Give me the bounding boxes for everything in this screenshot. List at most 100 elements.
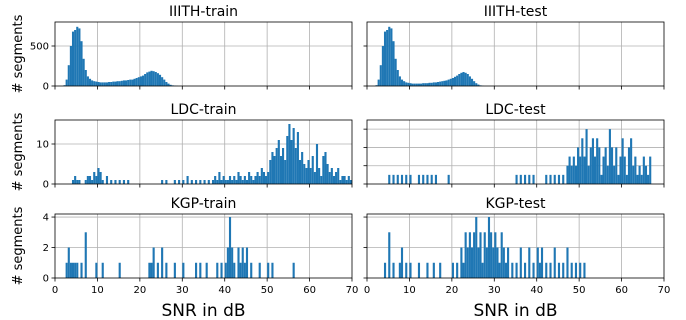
histogram-bar: [562, 262, 565, 278]
histogram-bar: [239, 176, 242, 184]
histogram-bar: [424, 83, 427, 86]
histogram-bar: [93, 81, 96, 86]
histogram-bar: [69, 262, 72, 278]
histogram-bar: [127, 180, 130, 184]
y-tick-label: 2: [43, 243, 49, 254]
histogram-bar: [161, 77, 164, 86]
histogram-bar: [545, 174, 548, 184]
histogram-bar: [496, 247, 499, 278]
histogram-bar: [88, 78, 92, 86]
histogram-bar: [292, 128, 295, 184]
histogram-bar: [214, 176, 217, 184]
histogram-bar: [139, 76, 142, 86]
panel-frame: [54, 213, 353, 279]
histogram-bar: [97, 168, 100, 184]
histogram-bar: [341, 176, 344, 184]
histogram-bar: [154, 72, 157, 86]
histogram-bar: [320, 176, 323, 184]
x-tick-label: 70: [346, 285, 359, 296]
histogram-bar: [152, 247, 155, 278]
histogram-bar: [273, 156, 276, 184]
histogram-bar: [144, 74, 147, 86]
histogram-bar: [615, 147, 618, 184]
histogram-bar: [647, 174, 650, 184]
histogram-bar: [392, 174, 395, 184]
histogram-bar: [135, 78, 138, 86]
histogram-bar: [428, 82, 431, 86]
histogram-bar: [477, 84, 480, 86]
histogram-bar: [490, 232, 493, 278]
histogram-bar: [243, 262, 246, 278]
histogram-bar: [222, 176, 225, 184]
histogram-bar: [76, 180, 79, 184]
panel-frame: [54, 21, 353, 87]
histogram-bar: [165, 82, 168, 86]
histogram-bar: [400, 247, 404, 278]
histogram-bar: [296, 132, 299, 184]
histogram-bar: [74, 30, 77, 86]
histogram-bar: [271, 152, 274, 184]
histogram-bar: [515, 262, 518, 278]
histogram-bar: [477, 247, 480, 278]
histogram-bar: [405, 82, 408, 86]
histogram-bar: [224, 262, 227, 278]
histogram-bar: [156, 73, 159, 86]
histogram-bar: [460, 72, 463, 86]
histogram-bar: [167, 83, 170, 86]
panel-kgp-test: KGP-test 0 10 20 30 40 50 60 70 SNR in dB: [363, 196, 670, 320]
histogram-bar: [390, 28, 393, 86]
histogram-bar: [439, 81, 442, 86]
histogram-bar: [591, 138, 594, 184]
histogram-bar: [604, 147, 607, 184]
histogram-bar: [579, 262, 582, 278]
histogram-bar: [475, 217, 478, 278]
histogram-bar: [519, 247, 522, 278]
histogram-bar: [137, 77, 140, 86]
histogram-bar: [286, 136, 289, 184]
histogram-bar: [294, 148, 297, 184]
panel-title: LDC-test: [485, 102, 546, 118]
histogram-bar: [464, 232, 467, 278]
histogram-bar: [67, 65, 70, 86]
histogram-bar: [74, 262, 77, 278]
histogram-bar: [326, 164, 329, 184]
histogram-bar: [485, 247, 488, 278]
x-tick-label: 0: [364, 285, 370, 296]
histogram-bar: [318, 168, 321, 184]
histogram-bar: [445, 80, 448, 86]
histogram-bar: [78, 180, 81, 184]
histogram-bar: [281, 148, 285, 184]
histogram-bar: [566, 247, 569, 278]
histogram-bar: [403, 81, 406, 86]
y-tick-label: 10: [36, 140, 49, 151]
histogram-bar: [572, 156, 575, 184]
histogram-bar: [475, 83, 478, 86]
histogram-bar: [411, 83, 414, 86]
histogram-bar: [417, 83, 421, 86]
panel-frame: [366, 213, 665, 279]
histogram-bar: [148, 71, 151, 86]
histogram-bar: [330, 168, 333, 184]
histogram-bar: [186, 176, 189, 184]
histogram-bar: [95, 176, 98, 184]
histogram-bar: [473, 232, 476, 278]
histogram-bar: [235, 180, 238, 184]
panel-title: LDC-train: [171, 102, 237, 118]
histogram-bar: [593, 156, 597, 184]
histogram-bar: [224, 180, 227, 184]
histogram-bar: [394, 58, 397, 86]
histogram-bar: [260, 168, 263, 184]
histogram-bar: [386, 30, 389, 86]
histogram-bar: [243, 176, 246, 184]
histogram-bar: [267, 262, 270, 278]
histogram-bar: [504, 262, 508, 278]
x-tick-label: 60: [615, 285, 628, 296]
histogram-bar: [245, 180, 249, 184]
histogram-bar: [409, 83, 412, 86]
histogram-bar: [303, 164, 306, 184]
histogram-bar: [426, 262, 429, 278]
histogram-bar: [71, 262, 75, 278]
histogram-bar: [313, 172, 316, 184]
histogram-bar: [409, 262, 412, 278]
histogram-bar: [97, 82, 100, 86]
